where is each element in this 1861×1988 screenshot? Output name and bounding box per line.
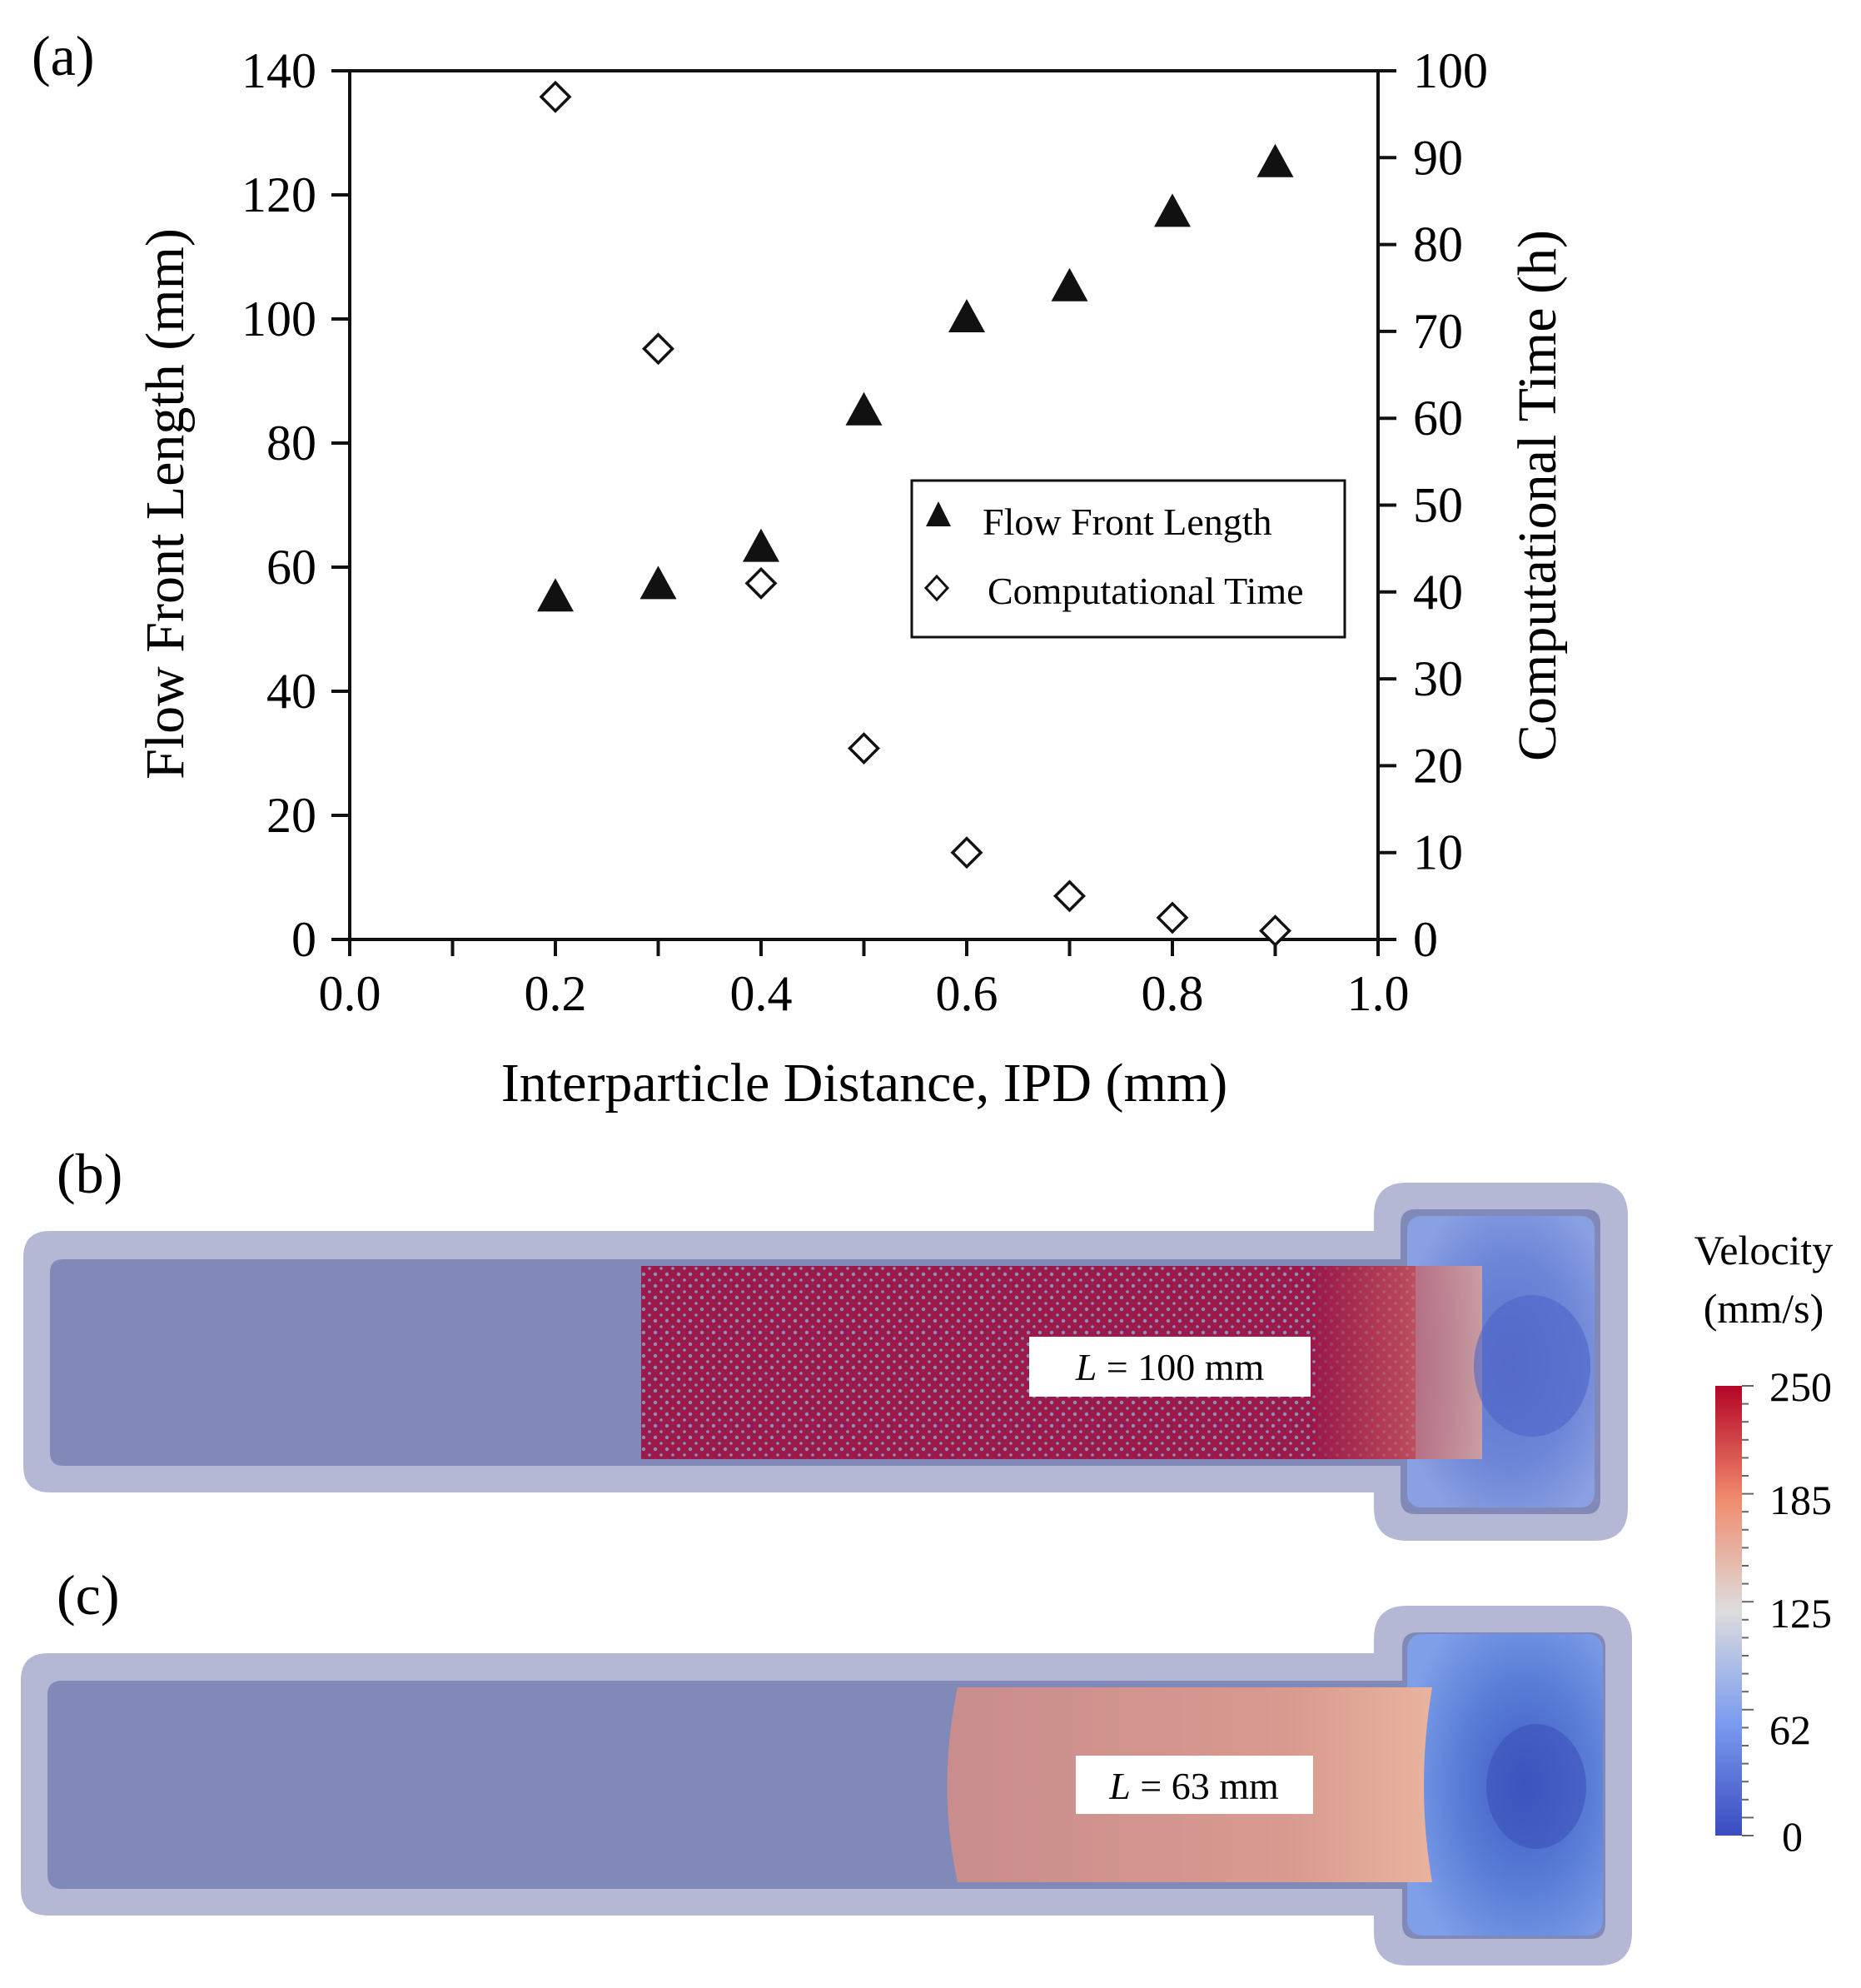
y-tick-label: 20 <box>266 788 316 843</box>
length-label-box-c <box>1076 1756 1313 1814</box>
x-tick-label: 0.6 <box>936 966 998 1021</box>
colorbar-tick-250: 250 <box>1769 1363 1832 1410</box>
y2-tick-label: 40 <box>1413 565 1463 620</box>
length-label-box-b <box>1029 1337 1311 1397</box>
x-tick-label: 1.0 <box>1347 966 1410 1021</box>
legend-diamond-icon <box>923 574 950 602</box>
y-tick-label: 60 <box>266 540 316 595</box>
colorbar-title-line2: (mm/s) <box>1704 1285 1824 1332</box>
computational-time-point <box>848 732 880 765</box>
computational-time-point <box>950 836 983 869</box>
y-tick-label: 40 <box>266 664 316 719</box>
y2-axis-title: Computational Time (h) <box>1507 230 1568 761</box>
x-tick-label: 0.0 <box>319 966 381 1021</box>
computational-time-point <box>744 566 778 600</box>
y2-tick-label: 60 <box>1413 391 1463 446</box>
y2-tick-label: 10 <box>1413 825 1463 880</box>
panel-c-label: (c) <box>57 1563 119 1627</box>
simulation-c: L = 63 mm <box>21 1606 1632 1966</box>
computational-time-point <box>539 80 572 113</box>
flow-front-point <box>1256 143 1294 177</box>
colorbar-gradient <box>1715 1386 1742 1836</box>
flow-front-point <box>845 391 883 426</box>
computational-time-point <box>1156 901 1189 934</box>
x-axis-title: Interparticle Distance, IPD (mm) <box>501 1053 1227 1114</box>
y-axis-title: Flow Front Length (mm) <box>135 228 196 780</box>
y2-tick-label: 30 <box>1413 651 1463 706</box>
y2-tick-label: 100 <box>1413 43 1488 98</box>
vortex-c <box>1486 1724 1586 1849</box>
scatter-plot: 0.0 0.2 0.4 0.6 0.8 1.00204060801001201400102… <box>241 43 1488 1021</box>
panel-b-label: (b) <box>57 1142 122 1205</box>
y2-tick-label: 90 <box>1413 130 1463 185</box>
particles-b-front <box>1316 1266 1482 1459</box>
legend-label-flow-front: Flow Front Length <box>983 501 1272 543</box>
flow-front-point <box>948 299 985 332</box>
y2-tick-label: 0 <box>1413 912 1438 967</box>
legend-box <box>910 479 1346 639</box>
legend: Flow Front Length Computational Time <box>910 479 1346 639</box>
y-tick-label: 120 <box>241 167 316 222</box>
flow-front-point <box>1154 193 1191 227</box>
colorbar-tick-62: 62 <box>1769 1706 1811 1753</box>
y2-tick-label: 20 <box>1413 738 1463 793</box>
colorbar-tick-125: 125 <box>1769 1590 1832 1637</box>
computational-time-point <box>642 332 674 366</box>
length-label-b: L = 100 mm <box>1075 1346 1265 1388</box>
y2-tick-label: 80 <box>1413 217 1463 272</box>
y-tick-label: 140 <box>241 43 316 98</box>
colorbar-title-line1: Velocity <box>1694 1227 1834 1273</box>
legend-label-comp-time: Computational Time <box>988 570 1304 612</box>
x-tick-label: 0.8 <box>1142 966 1204 1021</box>
y-tick-label: 80 <box>266 416 316 471</box>
length-label-c: L = 63 mm <box>1108 1765 1279 1807</box>
flow-front-point <box>537 578 574 612</box>
colorbar: Velocity (mm/s) 250 185 125 62 0 <box>1694 1227 1834 1860</box>
y2-tick-label: 70 <box>1413 304 1463 359</box>
computational-time-point <box>1053 879 1086 913</box>
y2-tick-label: 50 <box>1413 478 1463 533</box>
flow-front-point <box>1051 267 1088 301</box>
x-tick-label: 0.4 <box>730 966 793 1021</box>
vortex-b <box>1474 1295 1590 1437</box>
panel-a-label: (a) <box>32 24 94 87</box>
colorbar-tick-185: 185 <box>1769 1477 1832 1523</box>
flow-front-point <box>639 566 677 600</box>
simulation-b: L = 100 mm <box>23 1183 1628 1541</box>
flow-front-point <box>743 528 779 562</box>
y-tick-label: 0 <box>291 912 316 967</box>
colorbar-tick-0: 0 <box>1782 1813 1803 1860</box>
computational-time-point <box>1259 914 1291 948</box>
legend-triangle-icon <box>926 501 951 526</box>
colorbar-ticks <box>1742 1385 1754 1836</box>
x-tick-label: 0.2 <box>525 966 587 1021</box>
y-tick-label: 100 <box>241 291 316 346</box>
